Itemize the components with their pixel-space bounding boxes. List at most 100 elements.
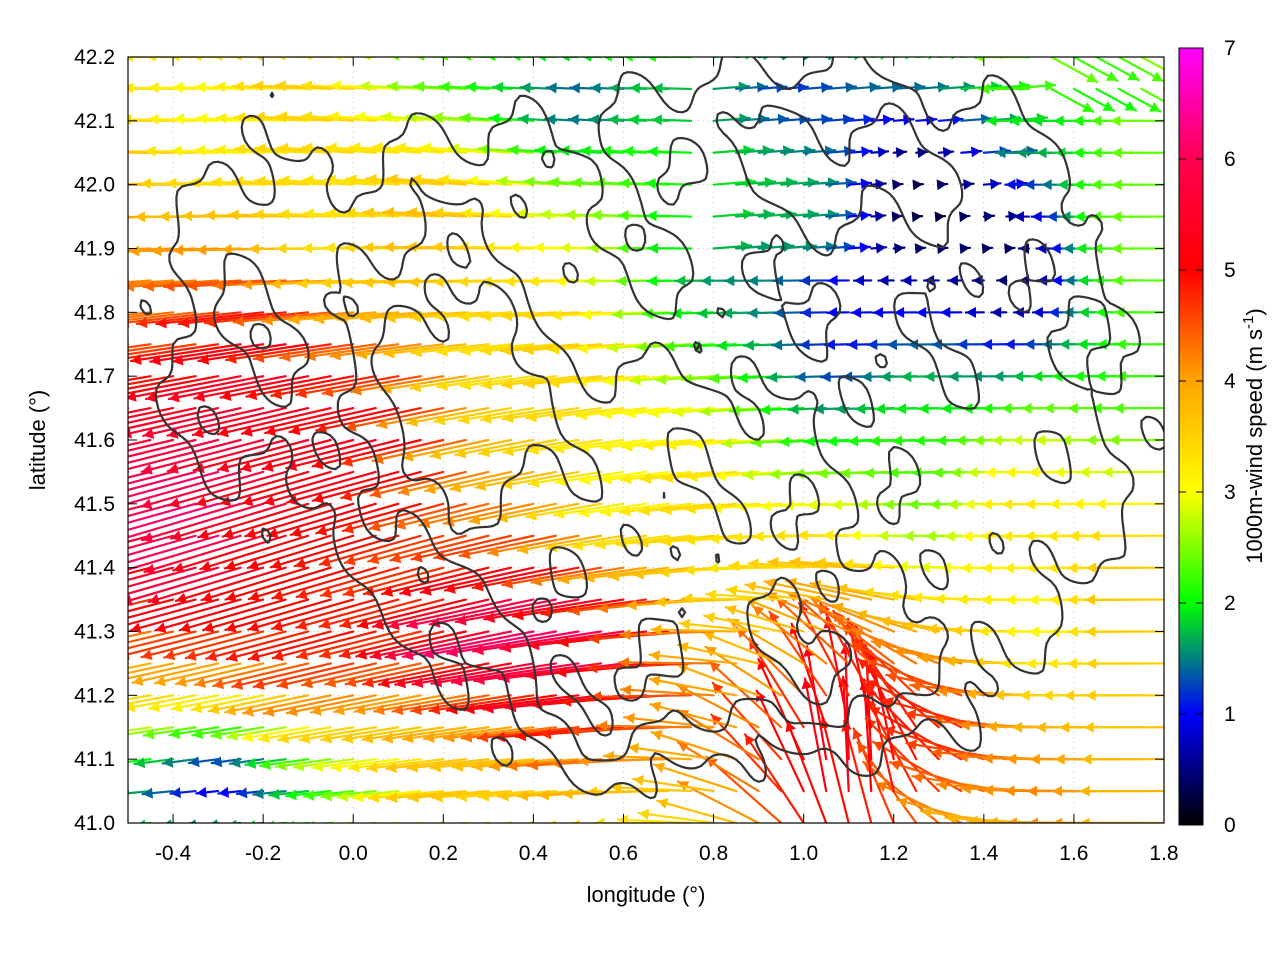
wind-vector-shaft [224, 566, 332, 601]
wind-vector-head [362, 277, 374, 289]
wind-vector-head [67, 729, 78, 740]
wind-vector-shaft [225, 630, 332, 661]
wind-vector-head [500, 642, 512, 653]
wind-vector-shaft [473, 662, 603, 683]
wind-vector-shaft [128, 406, 242, 435]
wind-vector-shaft [681, 597, 760, 601]
wind-vector-head [912, 179, 923, 191]
wind-vector-head [279, 208, 290, 220]
wind-vector-head [560, 242, 571, 254]
wind-vector-head [373, 619, 385, 630]
wind-vector-head [767, 371, 778, 383]
colorbar [1178, 47, 1204, 826]
wind-vector-head [385, 649, 397, 661]
wind-vector-head [526, 411, 537, 423]
wind-vector-head [488, 546, 499, 557]
wind-vector-shaft [428, 598, 558, 626]
wind-vector-head [827, 209, 839, 221]
wind-vector-head [32, 559, 43, 570]
wind-vector-head [548, 343, 560, 355]
wind-vector-shaft [650, 628, 738, 633]
wind-vector-head [438, 174, 449, 186]
wind-vector-head [650, 701, 662, 713]
wind-vector-head [620, 628, 631, 640]
wind-vector-shaft [648, 653, 738, 665]
wind-vector-head [147, 57, 156, 62]
wind-vector-head [580, 145, 591, 157]
wind-vector-head [863, 467, 875, 479]
wind-vector-head [349, 142, 361, 154]
wind-vector-head [231, 819, 237, 823]
wind-vector-head [1078, 306, 1089, 318]
wind-vector-shaft [389, 534, 490, 562]
wind-vector-head [128, 82, 134, 94]
wind-vector-head [195, 677, 207, 688]
wind-vector-shaft [261, 438, 377, 471]
wind-vector-shaft [595, 724, 693, 729]
wind-vector-head [821, 82, 832, 93]
wind-vector-shaft [639, 470, 715, 481]
wind-vector-head [213, 678, 225, 690]
wind-vector-shaft [500, 470, 580, 487]
wind-vector-shaft [355, 343, 445, 357]
wind-vector-head [743, 469, 754, 481]
wind-vector-head [455, 614, 467, 626]
wind-vector-head [646, 275, 658, 287]
wind-vector-head [235, 57, 242, 61]
wind-vector-shaft [523, 375, 603, 386]
wind-vector-head [947, 498, 958, 510]
wind-vector-head [508, 144, 519, 156]
wind-vector-shaft [128, 470, 197, 492]
wind-vector-head [407, 618, 419, 630]
wind-vector-head [728, 560, 740, 572]
wind-vector-head [1028, 626, 1039, 638]
wind-vector-shaft [615, 534, 693, 546]
wind-vector-shaft [154, 598, 265, 632]
wind-vector-shaft [261, 311, 355, 323]
wind-vector-head [200, 560, 212, 572]
wind-vector-head [783, 241, 794, 252]
wind-vector-head [99, 83, 109, 94]
wind-vector-shaft [271, 630, 377, 660]
wind-vector-head [324, 242, 335, 254]
wind-vector-head [66, 147, 76, 158]
y-tick-label: 41.2 [74, 684, 115, 707]
wind-vector-head [640, 472, 652, 484]
wind-vector-head [991, 434, 1002, 446]
wind-vector-shaft [809, 582, 895, 601]
wind-vector-head [195, 81, 206, 93]
wind-vector-head [763, 208, 774, 220]
wind-vector-shaft [594, 534, 670, 547]
wind-vector-shaft [578, 470, 648, 483]
wind-vector-head [822, 529, 834, 541]
wind-vector-shaft [552, 502, 625, 517]
wind-vector-head [279, 57, 285, 61]
wind-vector-shaft [708, 660, 783, 729]
wind-vector-head [270, 559, 283, 570]
wind-vector-shaft [406, 758, 490, 770]
wind-vector-shaft [128, 502, 175, 518]
wind-vector-head [107, 390, 118, 401]
wind-vector-head [1073, 498, 1084, 510]
wind-vector-head [1091, 147, 1102, 159]
wind-vector-head [1004, 626, 1015, 638]
wind-vector-head [1095, 370, 1106, 382]
wind-vector-head [569, 82, 581, 94]
wind-vector-head [661, 504, 672, 516]
wind-vector-head [312, 760, 324, 772]
wind-vector-shaft [128, 375, 197, 390]
wind-vector-head [434, 414, 446, 426]
wind-vector-head [469, 514, 481, 525]
wind-vector-head [312, 492, 325, 504]
wind-vector-head [1004, 338, 1015, 350]
wind-vector-head [145, 145, 156, 157]
wind-vector-head [807, 177, 818, 188]
wind-vector-shaft [219, 375, 332, 399]
wind-vector-shaft [844, 642, 850, 761]
wind-vector-shaft [321, 375, 422, 395]
wind-vector-head [346, 174, 357, 186]
wind-vector-head [936, 779, 948, 791]
wind-vector-head [845, 81, 856, 93]
wind-vector-head [934, 211, 946, 223]
wind-vector-head [1059, 338, 1070, 350]
